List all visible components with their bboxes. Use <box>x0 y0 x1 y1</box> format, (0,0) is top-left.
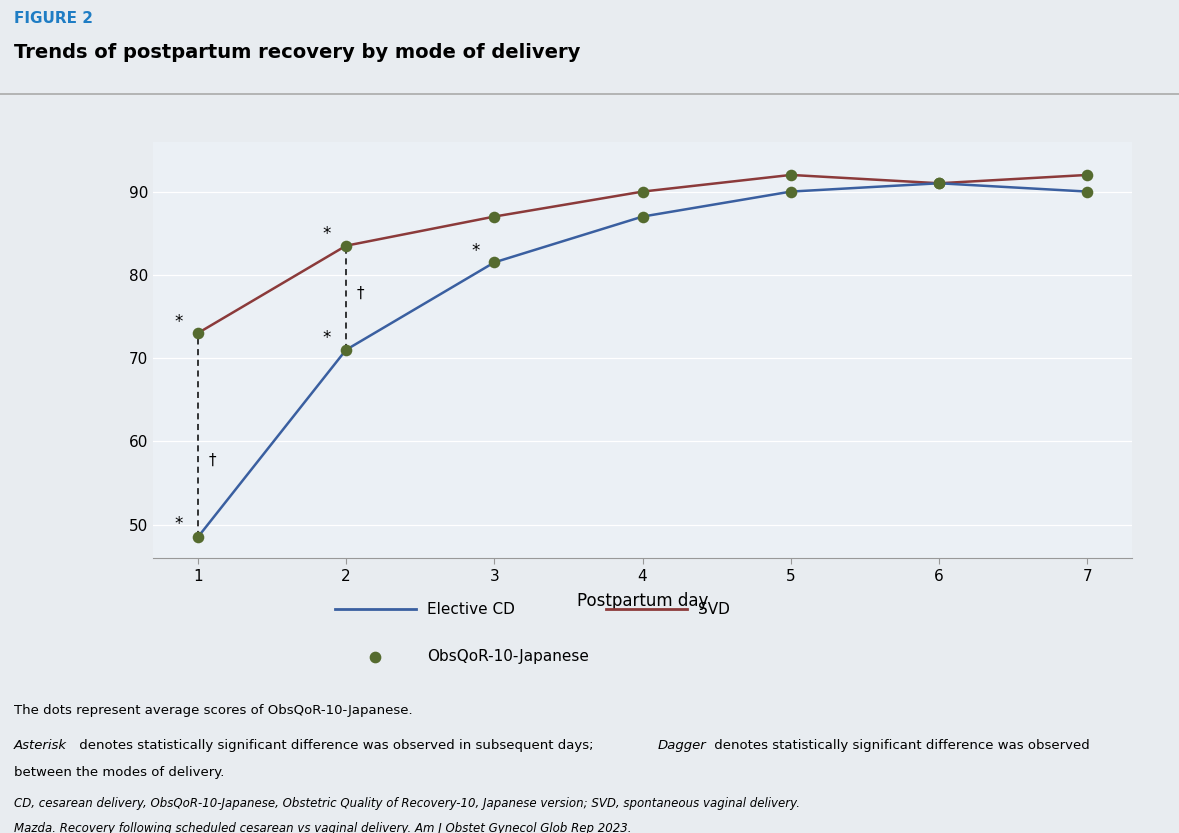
Point <box>930 177 949 190</box>
Point <box>1078 185 1096 198</box>
Text: *: * <box>174 515 183 533</box>
Point <box>189 327 208 340</box>
Text: denotes statistically significant difference was observed in subsequent days;: denotes statistically significant differ… <box>75 739 598 752</box>
Text: Elective CD: Elective CD <box>427 601 515 616</box>
Point <box>336 343 355 357</box>
X-axis label: Postpartum day: Postpartum day <box>577 592 709 610</box>
Point <box>336 239 355 252</box>
Point <box>782 185 801 198</box>
Point <box>930 177 949 190</box>
Point <box>365 651 384 664</box>
Text: †: † <box>209 452 216 468</box>
Text: Asterisk: Asterisk <box>14 739 67 752</box>
Text: *: * <box>323 225 331 243</box>
Point <box>782 168 801 182</box>
Text: †: † <box>356 286 364 302</box>
Point <box>633 210 652 223</box>
Text: FIGURE 2: FIGURE 2 <box>14 12 93 27</box>
Point <box>485 210 503 223</box>
Point <box>189 531 208 544</box>
Text: The dots represent average scores of ObsQoR-10-Japanese.: The dots represent average scores of Obs… <box>14 704 413 717</box>
Text: Trends of postpartum recovery by mode of delivery: Trends of postpartum recovery by mode of… <box>14 43 580 62</box>
Text: CD, cesarean delivery, ObsQoR-10-Japanese, Obstetric Quality of Recovery-10, Jap: CD, cesarean delivery, ObsQoR-10-Japanes… <box>14 797 801 811</box>
Text: ObsQoR-10-Japanese: ObsQoR-10-Japanese <box>427 650 588 665</box>
Text: between the modes of delivery.: between the modes of delivery. <box>14 766 224 779</box>
Text: SVD: SVD <box>698 601 730 616</box>
Text: *: * <box>174 312 183 331</box>
Text: *: * <box>323 329 331 347</box>
Point <box>485 256 503 269</box>
Text: Dagger: Dagger <box>658 739 706 752</box>
Point <box>1078 168 1096 182</box>
Text: *: * <box>472 242 480 260</box>
Text: Mazda. Recovery following scheduled cesarean vs vaginal delivery. Am J Obstet Gy: Mazda. Recovery following scheduled cesa… <box>14 822 632 833</box>
Text: denotes statistically significant difference was observed: denotes statistically significant differ… <box>710 739 1089 752</box>
Point <box>633 185 652 198</box>
